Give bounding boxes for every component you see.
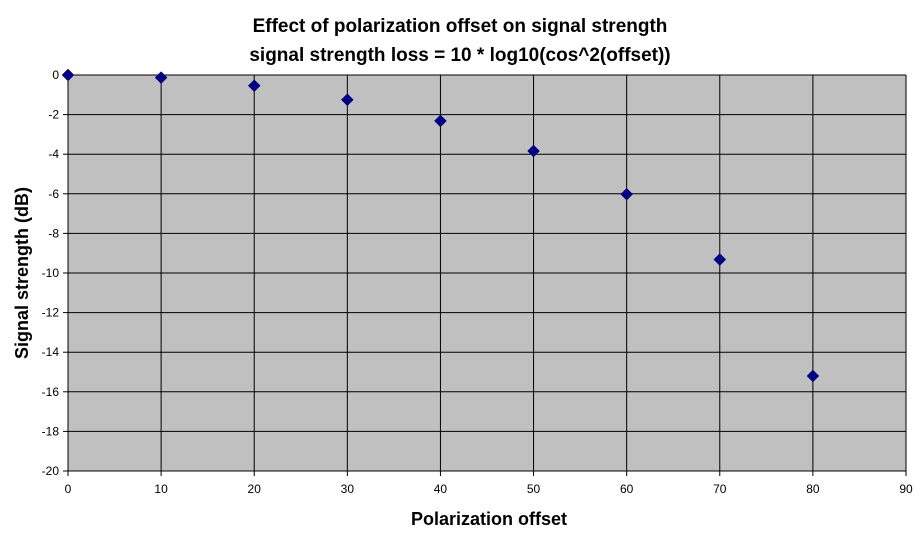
y-tick-label: -12 <box>42 306 60 320</box>
data-point <box>61 68 75 82</box>
y-tick-label: -20 <box>42 464 60 478</box>
data-point <box>806 369 820 383</box>
x-tick-label: 30 <box>341 482 355 496</box>
x-tick-label: 70 <box>713 482 727 496</box>
x-tick-label: 50 <box>527 482 541 496</box>
y-tick-label: -10 <box>42 266 60 280</box>
data-point <box>434 114 447 128</box>
chart-title: Effect of polarization offset on signal … <box>253 16 668 37</box>
x-tick-label: 40 <box>434 482 448 496</box>
x-tick-label: 10 <box>154 482 168 496</box>
y-axis-title: Signal strength (dB) <box>12 187 32 359</box>
y-tick-label: -6 <box>48 187 59 201</box>
x-tick-label: 0 <box>65 482 72 496</box>
y-tick-label: 0 <box>52 68 59 82</box>
chart-subtitle: signal strength loss = 10 * log10(cos^2(… <box>249 45 670 66</box>
data-points <box>61 68 820 383</box>
data-point <box>527 144 540 158</box>
tick-labels: 0 10 20 30 40 50 60 70 80 90 0 -2 -4 -6 -8 -10 -12 -14 -16… <box>42 68 913 496</box>
y-tick-label: -8 <box>48 226 59 240</box>
y-tick-label: -18 <box>42 424 60 438</box>
data-point <box>154 71 168 84</box>
x-tick-label: 80 <box>806 482 820 496</box>
x-tick-label: 20 <box>248 482 262 496</box>
data-point <box>340 93 354 107</box>
data-point <box>247 79 261 93</box>
x-tick-label: 90 <box>899 482 913 496</box>
x-axis-title: Polarization offset <box>411 509 567 529</box>
data-point <box>713 253 727 266</box>
y-tick-label: -4 <box>48 147 59 161</box>
data-point <box>620 187 634 201</box>
axes <box>63 74 907 476</box>
x-tick-label: 60 <box>620 482 634 496</box>
y-tick-label: -14 <box>42 345 60 359</box>
y-tick-label: -2 <box>48 108 59 122</box>
y-tick-label: -16 <box>42 385 60 399</box>
